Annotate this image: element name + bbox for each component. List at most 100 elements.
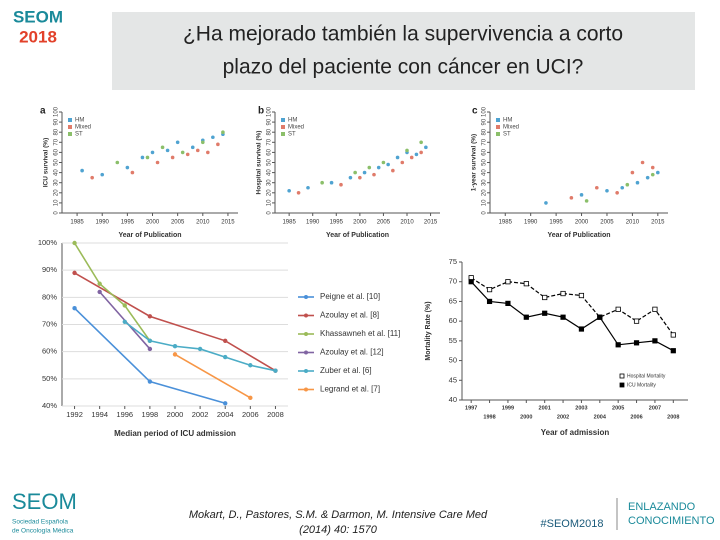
- x-tick-label: 1990: [96, 220, 110, 226]
- x-tick-label: 1992: [66, 410, 83, 419]
- y-tick-label: 80: [482, 128, 488, 135]
- point: [615, 306, 621, 312]
- series-line: [174, 353, 251, 399]
- scatter-point: [635, 180, 640, 185]
- legend-swatch: [281, 118, 285, 122]
- scatter-point: [381, 160, 386, 165]
- x-tick-label: 2015: [221, 220, 235, 226]
- x-tick-label: 2000: [353, 220, 367, 226]
- scatter-point: [170, 155, 175, 160]
- point: [560, 314, 566, 320]
- y-tick-label: 30: [482, 179, 488, 186]
- point: [523, 281, 529, 287]
- point: [597, 314, 603, 320]
- legend-swatch: [496, 125, 500, 129]
- scatter-point: [620, 185, 625, 190]
- y-tick-label: 30: [54, 179, 60, 186]
- x-tick-label: 1995: [549, 220, 563, 226]
- legend-marker: [304, 313, 308, 318]
- legend-label: Peigne et al. [10]: [320, 292, 380, 301]
- point: [172, 352, 178, 357]
- point: [670, 332, 676, 338]
- x-tick-label: 2005: [600, 220, 614, 226]
- scatter-point: [211, 135, 215, 140]
- x-tick-label: 1995: [330, 220, 344, 226]
- y-tick-label: 90: [54, 118, 60, 125]
- x-tick-label: 2000: [575, 220, 589, 226]
- x-tick-label: 1996: [116, 410, 133, 419]
- x-tick-label: 2005: [377, 220, 391, 226]
- slogan: CONOCIMIENTO: [628, 515, 715, 527]
- point: [122, 319, 127, 324]
- y-tick-label: 50: [267, 159, 273, 166]
- y-tick-label: 60%: [42, 347, 57, 356]
- legend-label: Hospital Mortality: [627, 373, 666, 379]
- point: [122, 303, 127, 308]
- x-tick-label: 2007: [649, 405, 661, 411]
- y-axis-label: 1-year survival (%): [471, 134, 478, 191]
- point: [72, 270, 77, 276]
- scatter-point: [306, 185, 310, 190]
- scatter-point: [185, 152, 190, 157]
- x-tick-label: 1997: [465, 405, 477, 411]
- point: [542, 310, 548, 316]
- scatter-point: [414, 152, 419, 157]
- scatter-point: [358, 175, 362, 180]
- hashtag: #SEOM2018: [541, 518, 604, 530]
- scatter-point: [90, 175, 94, 180]
- x-tick-label: 2008: [667, 414, 679, 420]
- y-tick-label: 45: [449, 375, 457, 384]
- y-tick-label: 50: [54, 159, 60, 166]
- legend-label: ST: [503, 132, 511, 138]
- legend-label: ICU Mortality: [627, 382, 656, 388]
- point: [486, 286, 493, 293]
- point: [72, 306, 77, 311]
- y-tick-label: 30: [267, 179, 273, 186]
- y-tick-label: 20: [267, 189, 273, 196]
- y-tick-label: 20: [482, 189, 488, 196]
- y-tick-label: 90: [482, 118, 488, 125]
- y-tick-label: 80: [54, 128, 60, 135]
- point: [505, 279, 511, 285]
- title-line: ¿Ha mejorado también la supervivencia a …: [183, 23, 623, 46]
- x-tick-label: 1999: [502, 405, 514, 411]
- panel-label: b: [258, 106, 264, 117]
- x-axis-label: Year of admission: [541, 428, 610, 437]
- legend-label: Mixed: [503, 125, 519, 131]
- point: [223, 338, 228, 343]
- legend-swatch: [496, 132, 500, 136]
- scatter-point: [100, 172, 105, 177]
- footer-logo-sub: Sociedad Española: [12, 519, 68, 526]
- point: [542, 294, 548, 301]
- legend-marker: [619, 373, 625, 379]
- y-tick-label: 40: [482, 169, 488, 176]
- scatter-point: [140, 155, 145, 160]
- scatter-point: [640, 160, 645, 165]
- legend-label: ST: [288, 132, 296, 138]
- y-tick-label: 60: [54, 148, 60, 155]
- legend-label: Zuber et al. [6]: [320, 366, 372, 375]
- scatter-point: [584, 199, 589, 203]
- x-tick-label: 2005: [171, 220, 185, 226]
- legend-label: Mixed: [288, 125, 304, 131]
- scatter-point: [569, 196, 574, 200]
- scatter-point: [405, 148, 409, 153]
- point: [578, 292, 585, 299]
- scatter-point: [125, 165, 130, 170]
- scatter-point: [165, 148, 170, 153]
- y-tick-label: 40: [54, 169, 60, 176]
- citation: (2014) 40: 1570: [299, 524, 378, 536]
- scatter-point: [367, 165, 372, 170]
- y-tick-label: 10: [482, 199, 488, 206]
- slogan: ENLAZANDO: [628, 501, 696, 513]
- y-tick-label: 100: [482, 106, 488, 117]
- scatter-point: [419, 140, 423, 145]
- scatter-point: [329, 180, 334, 185]
- y-tick-label: 100: [54, 106, 60, 117]
- scatter-point: [195, 148, 200, 153]
- legend-swatch: [68, 125, 72, 129]
- legend-label: HM: [288, 118, 297, 124]
- x-tick-label: 2015: [651, 220, 665, 226]
- y-tick-label: 60: [482, 148, 488, 155]
- legend-label: Khassawneh et al. [11]: [320, 329, 400, 338]
